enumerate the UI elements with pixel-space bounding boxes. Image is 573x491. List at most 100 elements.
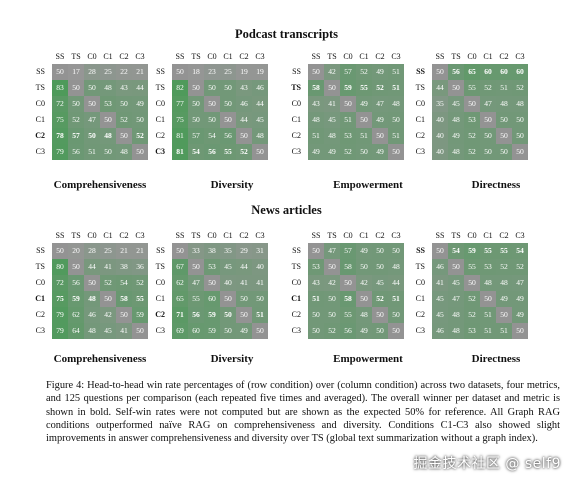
heatmap-cell-c2-c3: 51 bbox=[252, 307, 268, 323]
heatmap-cell-c0-c3: 49 bbox=[132, 96, 148, 112]
heatmap-cell-c1-ss: 75 bbox=[52, 112, 68, 128]
heatmap-cell-c2-c2: 50 bbox=[236, 307, 252, 323]
heatmap-cell-ss-c3: 21 bbox=[132, 243, 148, 259]
heatmap-cell-c2-ss: 51 bbox=[308, 128, 324, 144]
column-header-c0: C0 bbox=[343, 231, 353, 240]
heatmap-cell-ss-ts: 18 bbox=[188, 64, 204, 80]
heatmap-cell-c2-c0: 50 bbox=[84, 128, 100, 144]
heatmap-cell-c3-c3: 50 bbox=[252, 144, 268, 160]
heatmap-cell-ts-c1: 53 bbox=[480, 259, 496, 275]
heatmap-cell-c0-ss: 43 bbox=[308, 96, 324, 112]
heatmap-cell-c2-ss: 78 bbox=[52, 128, 68, 144]
row-label-ts: TS bbox=[155, 83, 165, 92]
heatmap-cell-c1-c0: 48 bbox=[84, 291, 100, 307]
heatmap-cell-c3-ss: 40 bbox=[432, 144, 448, 160]
heatmap-cell-c2-ts: 57 bbox=[68, 128, 84, 144]
column-header-ts: TS bbox=[71, 231, 81, 240]
heatmap-cell-c1-c1: 50 bbox=[100, 291, 116, 307]
row-label-c0: C0 bbox=[35, 99, 45, 108]
column-header-c2: C2 bbox=[375, 231, 385, 240]
row-label-c1: C1 bbox=[35, 294, 45, 303]
heatmap-cell-c0-c0: 50 bbox=[464, 96, 480, 112]
heatmap-cell-c1-c2: 50 bbox=[496, 112, 512, 128]
heatmap-cell-ss-c2: 55 bbox=[496, 243, 512, 259]
column-header-c2: C2 bbox=[499, 52, 509, 61]
heatmap-cell-c0-c0: 50 bbox=[84, 96, 100, 112]
heatmap-cell-ss-c1: 25 bbox=[100, 64, 116, 80]
column-header-ts: TS bbox=[451, 231, 461, 240]
heatmap-cell-c1-c0: 47 bbox=[84, 112, 100, 128]
heatmap-cell-c3-c0: 53 bbox=[464, 323, 480, 339]
heatmap-cell-c2-c2: 50 bbox=[496, 307, 512, 323]
heatmap-cell-c0-ss: 77 bbox=[172, 96, 188, 112]
row-label-c1: C1 bbox=[155, 115, 165, 124]
heatmap-cell-ts-ss: 80 bbox=[52, 259, 68, 275]
heatmap-cell-c3-ts: 52 bbox=[324, 323, 340, 339]
heatmap-grid: 50 42 57 52 49 51 58 50 59 55 52 51 43 41 50 49 47 48 48 45… bbox=[308, 64, 404, 160]
heatmap-cell-c2-c1: 56 bbox=[220, 128, 236, 144]
heatmap-cell-c1-c3: 50 bbox=[132, 112, 148, 128]
heatmap-cell-c1-ss: 45 bbox=[432, 291, 448, 307]
heatmap-cell-ss-ts: 47 bbox=[324, 243, 340, 259]
heatmap-cell-c3-c0: 51 bbox=[84, 144, 100, 160]
heatmap-cell-c2-ss: 40 bbox=[432, 128, 448, 144]
heatmap-cell-c0-c3: 44 bbox=[388, 275, 404, 291]
heatmap-cell-c2-c2: 50 bbox=[372, 128, 388, 144]
heatmap-cell-ts-c1: 41 bbox=[100, 259, 116, 275]
column-headers: SS TS C0 C1 C2 C3 bbox=[52, 231, 148, 241]
heatmap-cell-ts-c3: 51 bbox=[388, 80, 404, 96]
heatmap-cell-c0-ts: 56 bbox=[68, 275, 84, 291]
heatmap-cell-c0-c1: 49 bbox=[356, 96, 372, 112]
heatmap-cell-c2-ss: 45 bbox=[432, 307, 448, 323]
column-header-c3: C3 bbox=[255, 231, 265, 240]
heatmap-cell-c1-c2: 49 bbox=[496, 291, 512, 307]
heatmap-cell-ss-c0: 23 bbox=[204, 64, 220, 80]
heatmap-cell-ts-c0: 55 bbox=[464, 80, 480, 96]
row-label-ts: TS bbox=[35, 83, 45, 92]
heatmap-cell-c0-c2: 45 bbox=[372, 275, 388, 291]
column-header-ss: SS bbox=[435, 231, 445, 240]
heatmap-cell-ss-c1: 49 bbox=[356, 243, 372, 259]
heatmap-cell-c1-ss: 40 bbox=[432, 112, 448, 128]
heatmap-cell-ss-c2: 21 bbox=[116, 243, 132, 259]
heatmap-cell-ss-c0: 28 bbox=[84, 64, 100, 80]
heatmap-cell-c1-c3: 49 bbox=[512, 291, 528, 307]
heatmap-cell-c2-ts: 56 bbox=[188, 307, 204, 323]
column-header-c0: C0 bbox=[467, 231, 477, 240]
heatmap-cell-c1-c1: 50 bbox=[220, 112, 236, 128]
column-header-c1: C1 bbox=[223, 52, 233, 61]
heatmap-cell-ts-c0: 50 bbox=[204, 80, 220, 96]
heatmap-cell-c3-c0: 52 bbox=[340, 144, 356, 160]
column-header-c2: C2 bbox=[239, 231, 249, 240]
heatmap-cell-c3-ts: 54 bbox=[188, 144, 204, 160]
heatmap-grid: 50 18 23 25 19 19 82 50 50 50 43 46 77 50 50 50 46 44 75 50… bbox=[172, 64, 268, 160]
heatmap-cell-ts-c2: 51 bbox=[496, 80, 512, 96]
heatmap-cell-c2-c1: 48 bbox=[356, 307, 372, 323]
heatmap-cell-c1-c1: 50 bbox=[220, 291, 236, 307]
heatmap-cell-c2-ss: 71 bbox=[172, 307, 188, 323]
heatmap-cell-ts-ts: 50 bbox=[324, 259, 340, 275]
heatmap-cell-c3-c3: 50 bbox=[132, 323, 148, 339]
heatmap-cell-ts-c0: 50 bbox=[84, 80, 100, 96]
row-label-c3: C3 bbox=[155, 326, 165, 335]
column-header-c3: C3 bbox=[515, 52, 525, 61]
heatmap-cell-c0-c1: 50 bbox=[220, 96, 236, 112]
heatmap-cell-c3-ss: 69 bbox=[172, 323, 188, 339]
heatmap-cell-ts-c2: 52 bbox=[496, 259, 512, 275]
heatmap-grid: 50 33 38 35 29 31 67 50 53 45 44 40 62 47 50 40 41 41 65 55… bbox=[172, 243, 268, 339]
heatmap-cell-ts-ss: 44 bbox=[432, 80, 448, 96]
heatmap-cell-ss-ts: 56 bbox=[448, 64, 464, 80]
heatmap-cell-ts-c2: 38 bbox=[116, 259, 132, 275]
heatmap-cell-c0-c2: 48 bbox=[496, 275, 512, 291]
column-header-c3: C3 bbox=[135, 231, 145, 240]
heatmap-cell-c3-c2: 49 bbox=[372, 144, 388, 160]
heatmap-cell-c3-c3: 50 bbox=[388, 323, 404, 339]
column-header-ts: TS bbox=[327, 231, 337, 240]
heatmap-grid: 50 17 28 25 22 21 83 50 50 48 43 44 72 50 50 53 50 49 75 52… bbox=[52, 64, 148, 160]
heatmap-cell-c3-c3: 50 bbox=[512, 144, 528, 160]
heatmap-cell-ts-c1: 48 bbox=[100, 80, 116, 96]
heatmap-cell-c1-c2: 52 bbox=[116, 112, 132, 128]
heatmap-cell-c0-c1: 52 bbox=[100, 275, 116, 291]
heatmap-cell-c1-c3: 50 bbox=[512, 112, 528, 128]
heatmap-cell-c3-ss: 79 bbox=[52, 323, 68, 339]
